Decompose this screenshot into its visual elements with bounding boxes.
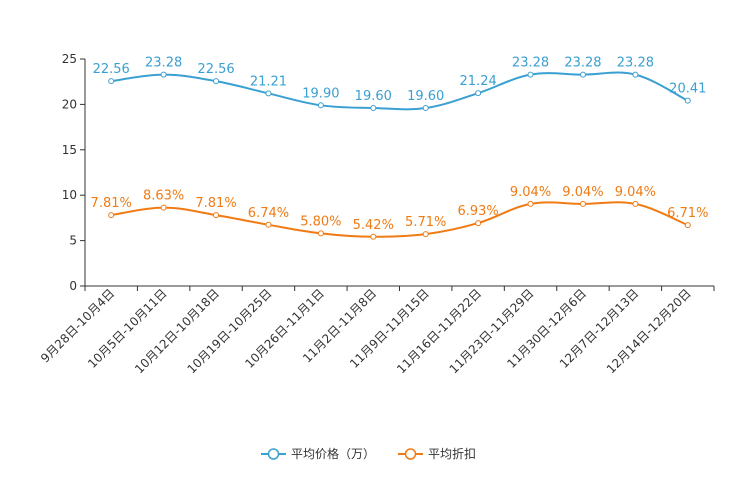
data-label: 6.71% (667, 206, 708, 221)
data-point[interactable] (160, 204, 167, 211)
data-point[interactable] (422, 231, 429, 238)
data-point[interactable] (632, 200, 639, 207)
y-tick-label: 10 (62, 188, 77, 202)
data-label: 23.28 (512, 56, 549, 71)
legend-marker-icon (404, 448, 417, 460)
data-point[interactable] (527, 200, 534, 207)
legend-label: 平均折扣 (428, 446, 476, 461)
data-point[interactable] (370, 105, 377, 112)
data-label: 5.42% (353, 218, 394, 233)
data-label: 7.81% (91, 196, 132, 211)
data-label: 20.41 (669, 82, 706, 97)
data-point[interactable] (317, 230, 324, 237)
y-tick-label: 25 (62, 52, 77, 66)
data-point[interactable] (475, 90, 482, 97)
y-tick-label: 20 (62, 97, 77, 111)
y-tick-label: 5 (69, 234, 77, 248)
data-label: 23.28 (617, 56, 654, 71)
data-point[interactable] (160, 71, 167, 78)
legend-marker-icon (267, 448, 280, 460)
data-label: 5.80% (300, 214, 341, 229)
data-label: 23.28 (145, 56, 182, 71)
data-point[interactable] (265, 221, 272, 228)
legend[interactable]: 平均价格（万） 平均折扣 (261, 446, 476, 461)
data-label: 5.71% (405, 215, 446, 230)
data-label: 9.04% (562, 185, 603, 200)
data-label: 23.28 (564, 56, 601, 71)
data-label: 22.56 (93, 62, 130, 77)
data-point[interactable] (579, 200, 586, 207)
data-point[interactable] (684, 222, 691, 229)
data-point[interactable] (579, 71, 586, 78)
data-point[interactable] (422, 105, 429, 112)
data-point[interactable] (527, 71, 534, 78)
data-point[interactable] (684, 97, 691, 104)
data-label: 7.81% (195, 196, 236, 211)
data-point[interactable] (108, 78, 115, 85)
data-point[interactable] (108, 212, 115, 219)
data-point[interactable] (632, 71, 639, 78)
data-label: 19.90 (302, 86, 339, 101)
data-point[interactable] (213, 212, 220, 219)
legend-item-1[interactable]: 平均价格（万） (261, 446, 375, 461)
series-layer: 22.56 23.28 22.56 21.21 19.90 19.60 19.60 21.24… (91, 56, 708, 240)
data-label: 19.60 (407, 89, 444, 104)
y-tick-label: 0 (69, 279, 77, 293)
data-point[interactable] (370, 233, 377, 240)
data-label: 21.24 (460, 74, 497, 89)
series-2: 7.81% 8.63% 7.81% 6.74% 5.80% 5.42% 5.71% 6.93%… (91, 185, 708, 240)
data-point[interactable] (265, 90, 272, 97)
series-line (111, 201, 689, 238)
legend-item-2[interactable]: 平均折扣 (398, 446, 476, 461)
data-point[interactable] (475, 220, 482, 227)
data-point[interactable] (317, 102, 324, 109)
series-line (111, 71, 689, 111)
data-label: 19.60 (355, 89, 392, 104)
legend-label: 平均价格（万） (291, 446, 375, 461)
data-label: 9.04% (510, 185, 551, 200)
data-label: 6.74% (248, 206, 289, 221)
y-tick-label: 15 (62, 143, 77, 157)
data-point[interactable] (213, 78, 220, 85)
data-label: 8.63% (143, 189, 184, 204)
series-1: 22.56 23.28 22.56 21.21 19.90 19.60 19.60 21.24… (93, 56, 706, 112)
data-label: 9.04% (615, 185, 656, 200)
data-label: 6.93% (457, 204, 498, 219)
data-label: 21.21 (250, 74, 287, 89)
data-label: 22.56 (197, 62, 234, 77)
